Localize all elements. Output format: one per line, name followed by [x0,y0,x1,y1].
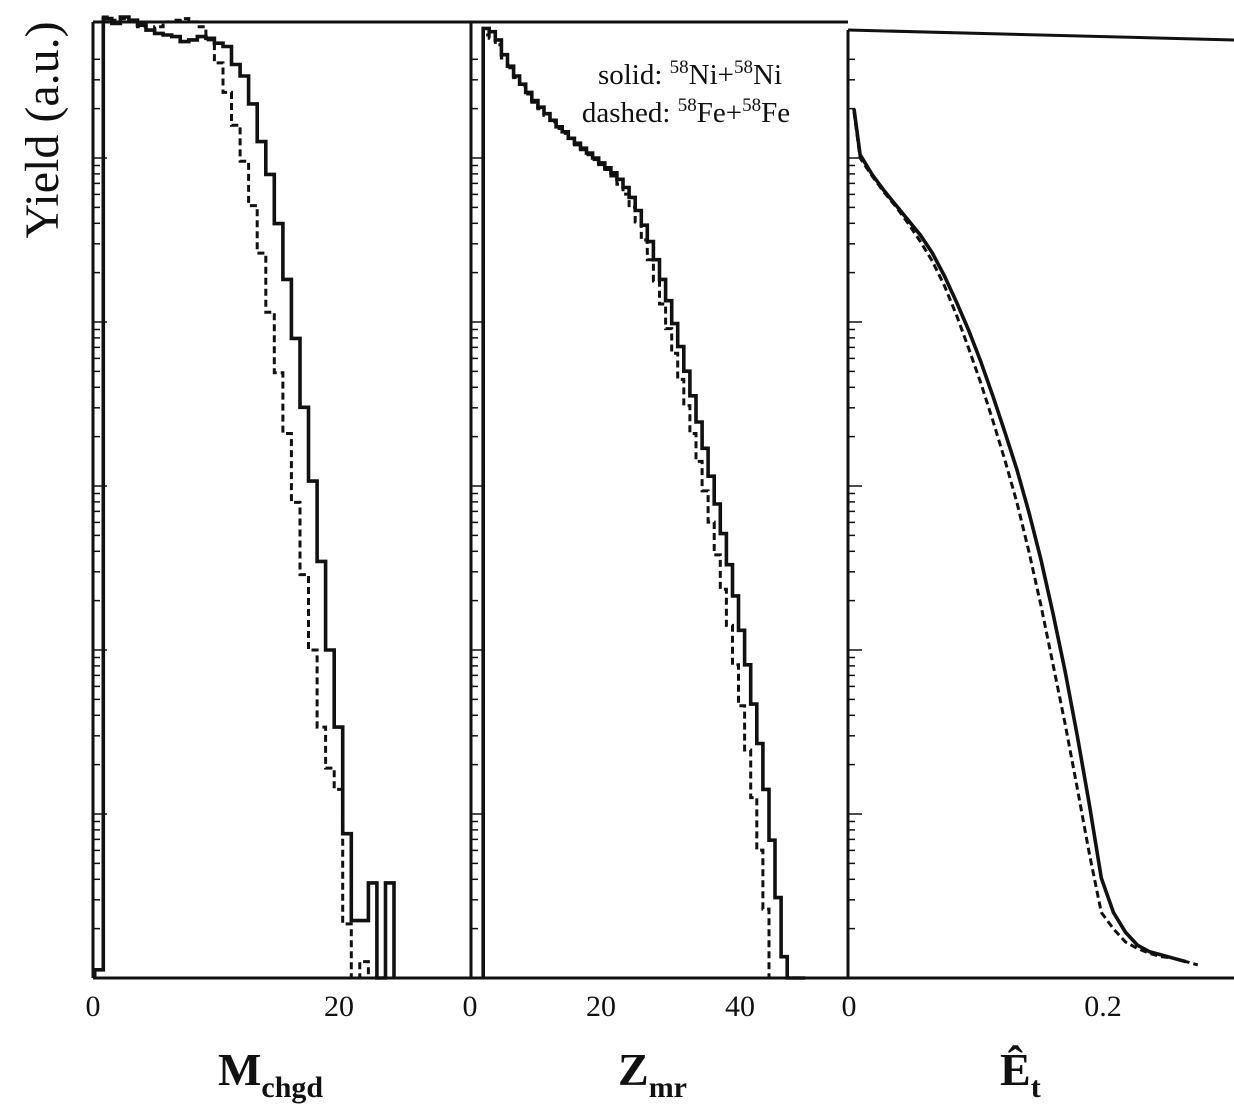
left-solid-series [92,15,396,980]
legend-dashed-entry: dashed: 58Fe+58Fe [582,95,790,129]
legend-solid-sym-a: Ni+ [689,59,734,91]
legend-solid-prefix: solid: [598,59,670,91]
middle-x-axis-label-main: Z [618,1044,649,1095]
legend-dashed-mass-a: 58 [678,95,697,116]
legend-dashed-sym-b: Fe [761,97,790,129]
middle-x-tick-0: 0 [463,990,478,1023]
right-solid-series [852,108,1187,964]
right-panel-plot [852,108,1199,967]
left-x-axis-label: Mchgd [218,1044,323,1104]
legend-solid-entry: solid: 58Ni+58Ni [598,57,782,91]
left-x-tick-20: 20 [324,990,354,1023]
left-x-axis-label-main: M [218,1044,261,1095]
right-x-axis-label-sub: t [1031,1071,1041,1104]
middle-dashed-series [481,33,800,980]
right-x-tick-0: 0 [842,990,857,1023]
right-x-tick-0-2: 0.2 [1084,990,1122,1023]
legend-solid-mass-a: 58 [670,57,689,78]
legend-dashed-sym-a: Fe+ [697,97,742,129]
legend-dashed-mass-b: 58 [742,95,761,116]
left-x-tick-0: 0 [86,990,101,1023]
middle-x-axis-label-sub: mr [649,1071,687,1104]
legend-solid-sym-b: Ni [753,59,782,91]
y-axis-ticks [93,58,862,979]
right-x-axis-label: Êt [1000,1044,1041,1104]
left-panel-plot [92,15,396,980]
top-border-right [847,28,1234,42]
middle-x-axis-label: Zmr [618,1044,687,1104]
middle-solid-series [481,26,806,980]
y-axis-label: Yield (a.u.) [16,21,69,238]
middle-panel-plot [481,26,806,980]
left-dashed-series [93,15,386,980]
legend: solid: 58Ni+58Ni dashed: 58Fe+58Fe [582,57,790,129]
legend-solid-mass-b: 58 [734,57,753,78]
right-dashed-series [852,111,1199,967]
legend-dashed-prefix: dashed: [582,97,678,129]
x-axis-labels: Mchgd Zmr Êt [218,1044,1041,1104]
x-tick-labels: 0 20 0 20 40 0 0.2 [86,990,1122,1023]
middle-x-tick-40: 40 [725,990,755,1023]
left-x-axis-label-sub: chgd [261,1071,323,1104]
right-x-axis-label-main: Ê [1000,1044,1031,1095]
middle-x-tick-20: 20 [586,990,616,1023]
panel-frames [91,20,1234,980]
